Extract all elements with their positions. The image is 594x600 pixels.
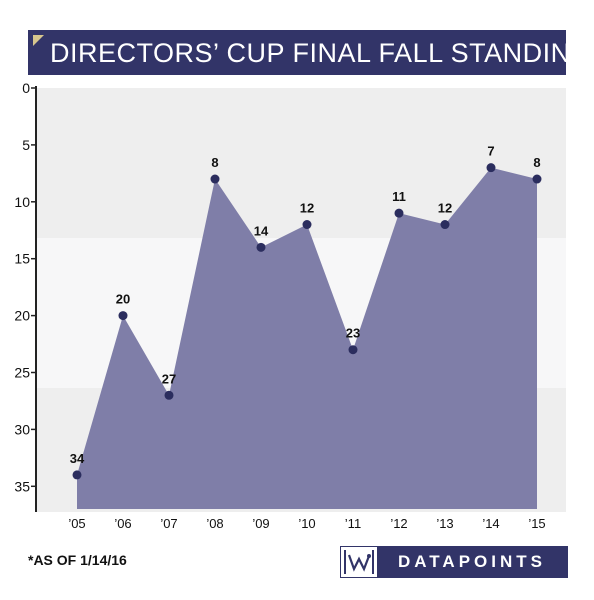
- data-label: 12: [300, 201, 314, 216]
- x-tick-label: ’09: [252, 516, 269, 531]
- data-point: [394, 208, 404, 218]
- series-area: [77, 167, 537, 510]
- x-tick-label: ’14: [482, 516, 499, 531]
- data-point: [532, 174, 542, 184]
- data-point: [256, 242, 266, 252]
- footnote: *AS OF 1/14/16: [28, 552, 127, 568]
- y-tick-label: 30: [14, 421, 30, 437]
- x-tick-label: ’05: [68, 516, 85, 531]
- x-tick-label: ’13: [436, 516, 453, 531]
- data-point: [302, 220, 312, 230]
- data-label: 8: [211, 155, 218, 170]
- data-point: [348, 345, 358, 355]
- data-label: 34: [70, 451, 85, 466]
- y-tick-label: 10: [14, 194, 30, 210]
- logo-text: DATAPOINTS: [377, 547, 567, 577]
- y-tick-label: 25: [14, 365, 30, 381]
- data-label: 8: [533, 155, 540, 170]
- x-tick-label: ’12: [390, 516, 407, 531]
- data-label: 27: [162, 371, 176, 386]
- data-point: [164, 390, 174, 400]
- x-tick-label: ’10: [298, 516, 315, 531]
- data-label: 7: [487, 144, 494, 159]
- y-tick-label: 20: [14, 308, 30, 324]
- y-tick-label: 35: [14, 478, 30, 494]
- data-point: [118, 311, 128, 321]
- title-bar: DIRECTORS’ CUP FINAL FALL STANDINGS: [28, 30, 594, 75]
- data-label: 12: [438, 201, 452, 216]
- chart-area: 0 5 10 15 20 25 30 35 ’05 ’06 ’07 ’08 ’09 ’10 ’11 ’12 ’1…: [14, 80, 566, 531]
- data-label: 14: [254, 223, 269, 238]
- chart-title: DIRECTORS’ CUP FINAL FALL STANDINGS: [50, 38, 594, 68]
- datapoints-logo: DATAPOINTS: [340, 546, 568, 578]
- data-label: 11: [392, 189, 406, 204]
- data-label: 20: [116, 292, 130, 307]
- x-tick-label: ’15: [528, 516, 545, 531]
- y-tick-label: 5: [22, 137, 30, 153]
- x-tick-label: ’06: [114, 516, 131, 531]
- data-point: [486, 163, 496, 173]
- data-point: [72, 470, 82, 480]
- data-point: [440, 220, 450, 230]
- x-tick-label: ’11: [345, 516, 361, 531]
- x-tick-label: ’07: [160, 516, 177, 531]
- data-label: 23: [346, 326, 360, 341]
- y-tick-label: 0: [22, 80, 30, 96]
- y-tick-label: 15: [14, 251, 30, 267]
- title-corner-accent: [33, 35, 44, 46]
- x-tick-label: ’08: [206, 516, 223, 531]
- data-point: [210, 174, 220, 184]
- chart-logo-icon: [344, 550, 374, 574]
